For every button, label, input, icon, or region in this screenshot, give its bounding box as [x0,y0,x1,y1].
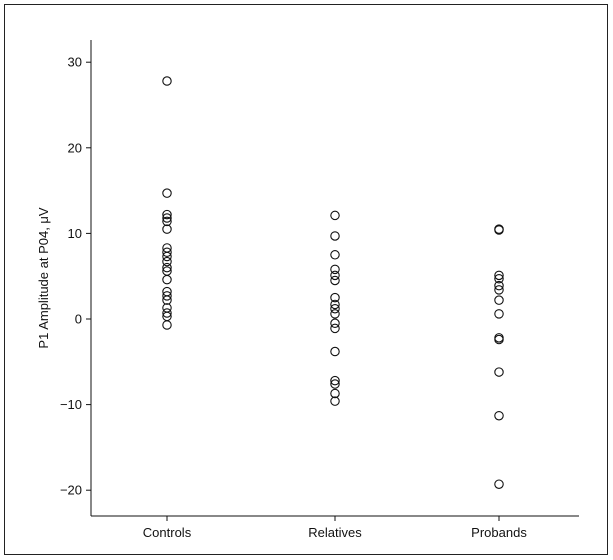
data-point [494,280,504,291]
data-point [330,346,340,357]
data-point [330,292,340,303]
data-point [162,262,172,273]
data-point [330,303,340,314]
data-point [330,231,340,241]
data-point [162,295,172,305]
data-point [494,334,504,345]
data-point [162,251,172,262]
data-point [494,309,504,319]
data-point [162,274,172,285]
data-point [162,308,172,318]
y-tick-label: 0 [75,312,82,327]
data-point [330,379,340,389]
data-point [162,76,172,86]
data-point [330,210,340,221]
data-point [494,274,504,284]
data-point [162,188,172,198]
data-point [162,209,172,220]
axes: −20 −10 0 10 20 30 Controls Relatives Probands [60,40,579,540]
data-point [494,295,504,305]
data-point [162,213,172,223]
x-tick-label: Relatives [308,525,362,540]
data-point [162,224,172,234]
y-tick-label: 10 [68,226,82,241]
data-point [494,479,504,489]
data-point [330,388,340,399]
data-point [330,309,340,319]
data-point [494,367,504,377]
data-point [494,270,504,281]
data-points [162,76,504,489]
data-point [330,264,340,275]
y-tick-label: −20 [60,483,82,498]
data-point [494,285,504,295]
data-point [330,275,340,286]
y-axis-label: P1 Amplitude at P04, μV [36,207,51,349]
chart-frame [4,4,608,555]
data-point [330,396,340,406]
data-point [494,410,504,421]
x-tick-label: Controls [143,525,192,540]
data-point [162,291,172,301]
y-tick-label: −10 [60,397,82,412]
y-tick-label: 30 [68,55,82,70]
x-tick-label: Probands [471,525,527,540]
data-point [162,216,172,227]
data-point [162,256,172,267]
y-tick-label: 20 [68,140,82,155]
data-point [330,299,340,310]
data-point [330,270,340,281]
data-point [330,375,340,386]
data-point [162,320,172,330]
data-point [162,247,172,257]
data-point [330,250,340,260]
data-point [494,225,504,235]
data-point [330,318,340,329]
data-point [330,323,340,334]
